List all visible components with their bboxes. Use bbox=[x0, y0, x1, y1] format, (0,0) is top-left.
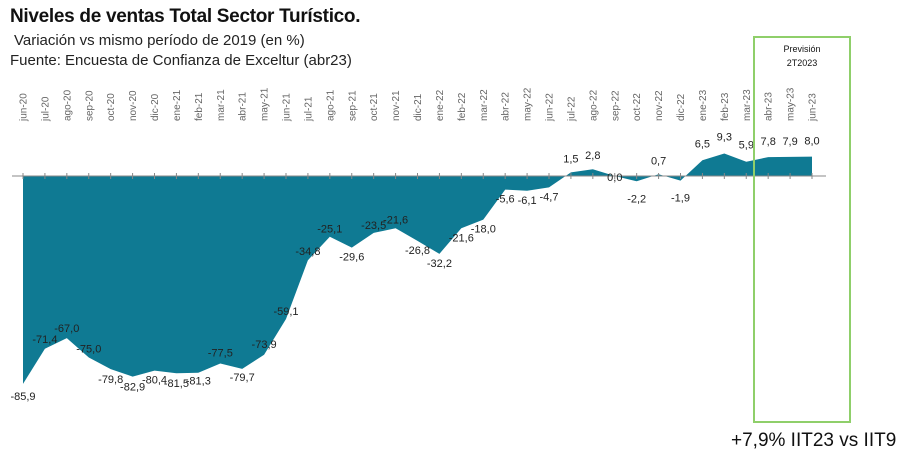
data-label: 9,3 bbox=[717, 132, 732, 144]
data-label: -32,2 bbox=[427, 258, 452, 270]
x-tick-label: nov-22 bbox=[654, 90, 665, 121]
forecast-footnote: +7,9% IIT23 vs IIT9 bbox=[731, 430, 897, 451]
data-label: -21,6 bbox=[383, 214, 408, 226]
x-tick-label: ago-20 bbox=[62, 89, 73, 121]
x-tick-label: may-23 bbox=[786, 87, 797, 121]
data-label: 0,0 bbox=[607, 172, 622, 184]
data-label: -85,9 bbox=[10, 391, 35, 403]
chart-source: Fuente: Encuesta de Confianza de Exceltu… bbox=[10, 52, 352, 69]
data-label: 7,8 bbox=[761, 136, 776, 148]
x-tick-label: jun-22 bbox=[545, 93, 556, 122]
data-label: -23,5 bbox=[361, 220, 386, 232]
x-tick-label: feb-22 bbox=[457, 92, 468, 121]
data-label: -6,1 bbox=[518, 195, 537, 207]
data-label: -18,0 bbox=[471, 224, 496, 236]
x-tick-label: ene-21 bbox=[172, 89, 183, 121]
x-tick-label: jun-23 bbox=[808, 93, 819, 122]
data-label: -79,7 bbox=[230, 372, 255, 384]
data-label: -29,6 bbox=[339, 252, 364, 264]
x-tick-label: abr-23 bbox=[764, 92, 775, 121]
x-tick-label: sep-22 bbox=[610, 90, 621, 121]
x-tick-label: abr-21 bbox=[238, 92, 249, 121]
x-tick-label: mar-22 bbox=[479, 89, 490, 121]
x-tick-label: jun-20 bbox=[19, 93, 30, 122]
x-tick-label: nov-21 bbox=[391, 90, 402, 121]
data-label: -81,3 bbox=[186, 376, 211, 388]
x-tick-label: oct-22 bbox=[632, 93, 643, 121]
x-tick-label: oct-20 bbox=[106, 93, 117, 121]
chart-title: Niveles de ventas Total Sector Turístico… bbox=[10, 6, 361, 27]
x-tick-label: oct-21 bbox=[369, 93, 380, 121]
x-tick-label: may-21 bbox=[260, 87, 271, 121]
data-label: -25,1 bbox=[317, 224, 342, 236]
data-label: -4,7 bbox=[540, 191, 559, 203]
x-tick-label: dic-20 bbox=[150, 93, 161, 121]
x-tick-label: sep-20 bbox=[84, 90, 95, 121]
x-tick-label: jun-21 bbox=[282, 93, 293, 122]
x-tick-label: ago-21 bbox=[325, 89, 336, 121]
data-label: -79,8 bbox=[98, 374, 123, 386]
data-label: -75,0 bbox=[76, 344, 101, 356]
x-tick-label: ene-23 bbox=[698, 89, 709, 121]
x-tick-label: dic-21 bbox=[413, 93, 424, 121]
x-tick-label: mar-23 bbox=[742, 89, 753, 121]
data-label: -71,4 bbox=[32, 334, 57, 346]
data-label: -81,5 bbox=[164, 378, 189, 390]
data-label: -59,1 bbox=[273, 306, 298, 318]
x-tick-label: feb-23 bbox=[720, 92, 731, 121]
data-label: 2,8 bbox=[585, 150, 600, 162]
x-tick-label: feb-21 bbox=[194, 92, 205, 121]
data-label: 6,5 bbox=[695, 138, 710, 150]
data-label: 8,0 bbox=[804, 136, 819, 148]
x-tick-label: may-22 bbox=[523, 87, 534, 121]
data-label: 1,5 bbox=[563, 153, 578, 165]
x-tick-label: jul-21 bbox=[303, 96, 314, 122]
x-tick-label: jul-22 bbox=[566, 96, 577, 122]
data-label: 7,9 bbox=[782, 136, 797, 148]
forecast-title: Previsión bbox=[783, 44, 820, 54]
forecast-period: 2T2023 bbox=[787, 58, 818, 68]
data-label: 5,9 bbox=[739, 140, 754, 152]
data-label: -82,9 bbox=[120, 382, 145, 394]
x-tick-label: mar-21 bbox=[216, 89, 227, 121]
data-label: -26,8 bbox=[405, 245, 430, 257]
data-label: -67,0 bbox=[54, 323, 79, 335]
data-label: -2,2 bbox=[627, 193, 646, 205]
data-label: -21,6 bbox=[449, 232, 474, 244]
x-tick-label: ene-22 bbox=[435, 89, 446, 121]
forecast-box bbox=[753, 36, 851, 423]
x-tick-label: dic-22 bbox=[676, 93, 687, 121]
x-tick-label: nov-20 bbox=[128, 90, 139, 121]
x-tick-label: abr-22 bbox=[501, 92, 512, 121]
data-label: -73,9 bbox=[252, 339, 277, 351]
data-label: -34,8 bbox=[295, 246, 320, 258]
data-label: 0,7 bbox=[651, 155, 666, 167]
x-tick-label: jul-20 bbox=[40, 96, 51, 122]
data-label: -80,4 bbox=[142, 375, 167, 387]
chart-subtitle: Variación vs mismo período de 2019 (en %… bbox=[14, 32, 305, 49]
data-label: -5,6 bbox=[496, 194, 515, 206]
x-tick-label: ago-22 bbox=[588, 89, 599, 121]
data-label: -1,9 bbox=[671, 193, 690, 205]
series-area bbox=[23, 153, 812, 384]
data-label: -77,5 bbox=[208, 348, 233, 360]
x-tick-label: sep-21 bbox=[347, 90, 358, 121]
